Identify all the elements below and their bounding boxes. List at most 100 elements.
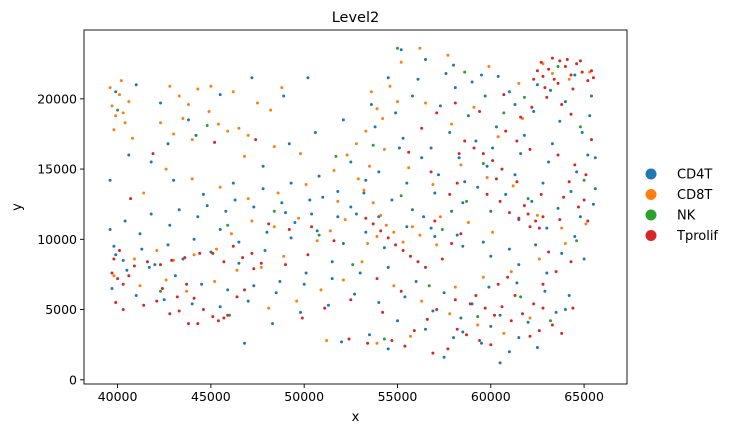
point-tprolif-166 [129,197,133,201]
point-cd4t-108 [114,90,118,94]
point-cd4t-112 [429,226,433,230]
point-cd4t-25 [377,170,381,174]
point-cd4t-36 [405,225,409,229]
point-cd4t-113 [455,233,459,237]
point-tprolif-103 [459,232,463,236]
point-tprolif-54 [110,271,114,275]
point-tprolif-75 [235,295,239,299]
point-cd8t-23 [231,90,235,94]
point-cd4t-165 [543,289,547,293]
point-cd8t-28 [369,90,373,94]
point-cd4t-143 [315,229,319,233]
point-cd4t-59 [110,287,114,290]
point-cd8t-79 [511,184,515,188]
point-cd4t-40 [517,263,521,267]
point-tprolif-55 [116,277,120,281]
point-cd4t-27 [433,191,437,195]
point-tprolif-124 [403,344,407,348]
point-tprolif-150 [310,225,314,229]
point-cd8t-24 [256,101,259,105]
y-tick-label-5000: 5000 [45,302,77,317]
point-tprolif-11 [532,77,536,81]
point-cd8t-107 [584,222,588,226]
point-cd8t-120 [418,46,422,50]
point-cd4t-7 [386,76,390,80]
point-cd4t-193 [108,228,112,231]
point-cd8t-2 [118,93,121,97]
point-cd8t-67 [235,268,239,272]
x-tick-label-40000: 40000 [98,389,138,404]
point-tprolif-134 [513,294,517,297]
point-cd8t-90 [319,288,323,292]
point-cd4t-17 [429,146,433,150]
point-nk-5 [399,194,403,198]
point-tprolif-112 [532,302,536,306]
point-nk-2 [522,95,526,99]
point-tprolif-120 [478,339,482,342]
point-cd8t-10 [168,84,172,88]
point-tprolif-45 [577,205,580,209]
point-tprolif-159 [381,310,385,314]
point-tprolif-27 [481,152,485,156]
point-tprolif-31 [485,192,489,196]
point-cd4t-44 [237,240,241,244]
point-cd8t-14 [207,110,211,113]
point-cd8t-7 [108,86,112,90]
point-tprolif-58 [114,301,118,304]
point-tprolif-10 [590,69,593,73]
point-tprolif-139 [448,192,452,196]
point-cd8t-73 [496,135,500,139]
point-cd4t-5 [535,83,539,87]
point-cd4t-196 [166,243,170,247]
point-nk-21 [272,209,276,213]
point-cd4t-102 [282,94,286,98]
point-cd8t-100 [375,341,379,345]
point-cd8t-80 [535,213,539,217]
point-cd8t-115 [299,152,302,156]
point-cd4t-16 [401,136,405,140]
point-cd8t-92 [267,306,271,310]
point-tprolif-77 [252,267,256,271]
point-cd8t-103 [481,275,485,279]
point-nk-14 [317,233,321,237]
legend-label-cd4t: CD4T [677,168,712,183]
point-cd4t-41 [545,271,549,275]
point-cd4t-194 [114,253,118,257]
point-tprolif-64 [185,282,189,286]
point-cd4t-117 [560,251,564,255]
point-cd4t-127 [558,119,562,123]
point-cd4t-32 [573,235,577,238]
point-cd8t-109 [190,177,194,181]
legend-label-nk: NK [677,209,696,224]
point-tprolif-111 [521,312,524,316]
point-cd8t-81 [560,226,564,230]
point-cd4t-83 [368,333,371,337]
point-cd4t-101 [369,103,373,106]
point-tprolif-13 [550,56,554,60]
point-cd8t-31 [388,84,392,88]
point-tprolif-67 [211,315,215,319]
point-tprolif-82 [222,260,226,264]
point-cd8t-119 [399,60,403,64]
point-cd4t-14 [586,153,590,157]
point-tprolif-121 [489,343,493,347]
point-tprolif-32 [498,199,502,203]
point-cd4t-4 [507,90,511,94]
point-cd4t-192 [123,219,127,223]
point-cd4t-69 [386,265,390,269]
point-cd8t-56 [229,232,233,236]
point-cd8t-114 [332,169,336,172]
point-nk-11 [116,108,120,112]
point-tprolif-79 [250,251,254,255]
point-cd8t-16 [226,129,230,133]
point-cd4t-189 [205,204,209,208]
point-cd8t-20 [181,117,185,120]
point-cd4t-42 [293,221,297,224]
point-cd8t-102 [453,285,457,289]
point-cd4t-77 [396,319,399,323]
point-tprolif-34 [517,216,521,220]
point-tprolif-76 [243,288,246,292]
point-tprolif-63 [175,295,179,299]
point-cd8t-61 [132,257,136,261]
point-cd4t-179 [556,206,560,210]
